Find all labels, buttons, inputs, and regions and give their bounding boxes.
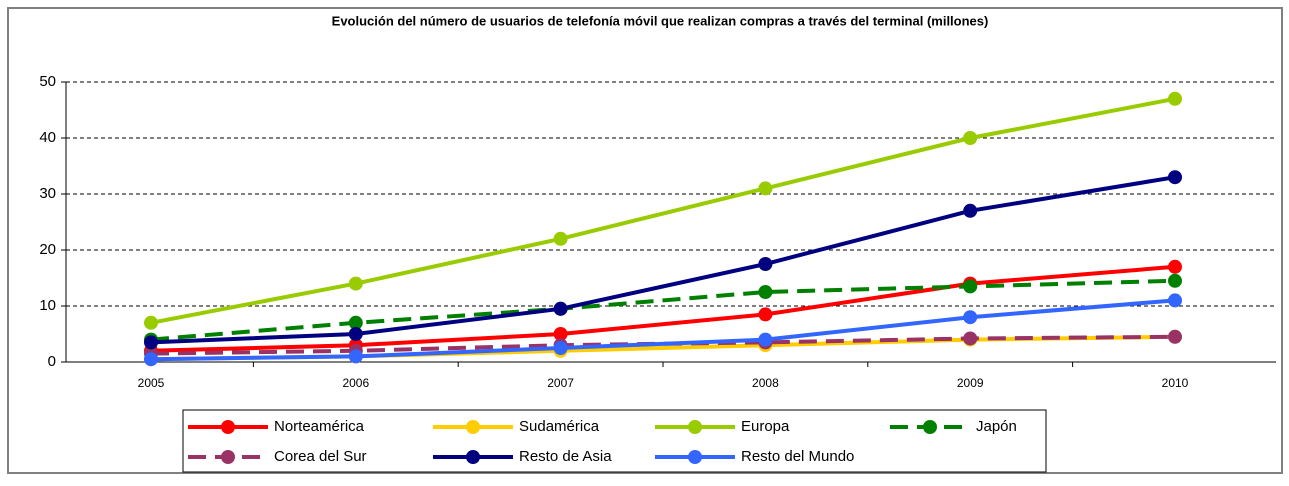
chart-frame: [7, 7, 1283, 474]
legend-label: Japón: [976, 418, 1017, 435]
series-line: [150, 298, 1176, 362]
data-point: [1168, 293, 1182, 308]
legend-label: Corea del Sur: [274, 448, 367, 465]
data-point: [1168, 91, 1182, 106]
data-point: [963, 279, 978, 294]
legend-marker: [923, 420, 937, 434]
legend-marker: [466, 420, 480, 434]
x-tick-label: 2006: [342, 376, 369, 390]
data-point: [758, 285, 773, 299]
data-point: [144, 352, 158, 367]
legend-label: Norteamérica: [274, 418, 365, 435]
x-tick-label: 2007: [547, 376, 574, 390]
x-tick-label: 2005: [138, 376, 165, 390]
series-line: [150, 334, 1176, 356]
x-tick-label: 2008: [752, 376, 779, 390]
series-line: [150, 264, 1176, 353]
legend-marker: [221, 420, 235, 434]
y-tick-label: 30: [39, 185, 56, 202]
data-point: [553, 301, 568, 316]
data-point: [963, 131, 978, 145]
series-line: [150, 96, 1176, 325]
data-point: [758, 307, 773, 322]
data-point: [758, 181, 773, 196]
legend-label: Europa: [741, 418, 790, 435]
data-point: [348, 315, 363, 330]
data-point: [1168, 170, 1182, 185]
y-tick-label: 10: [39, 297, 56, 314]
data-point: [1168, 259, 1182, 274]
data-point: [758, 257, 773, 271]
data-point: [553, 231, 568, 246]
series-line: [150, 175, 1176, 345]
series-line: [150, 278, 1176, 342]
data-point: [963, 310, 978, 325]
legend-label: Resto de Asia: [519, 448, 612, 465]
data-point: [963, 331, 978, 346]
data-point: [758, 332, 773, 347]
data-point: [144, 335, 158, 350]
data-point: [1168, 273, 1182, 288]
x-tick-label: 2010: [1162, 376, 1189, 390]
data-point: [144, 315, 158, 330]
legend-marker: [688, 450, 702, 464]
y-tick-label: 50: [39, 73, 56, 90]
legend-box: [182, 409, 1047, 473]
legend-label: Resto del Mundo: [741, 448, 854, 465]
data-point: [348, 276, 363, 291]
y-tick-label: 20: [39, 241, 56, 258]
data-point: [348, 349, 363, 364]
legend-marker: [466, 450, 480, 464]
legend-label: Sudamérica: [519, 418, 600, 435]
data-point: [1168, 329, 1182, 344]
data-point: [348, 327, 363, 341]
y-tick-label: 0: [48, 353, 56, 370]
legend-marker: [688, 420, 702, 434]
legend-marker: [221, 450, 235, 464]
x-tick-label: 2009: [957, 376, 984, 390]
chart-title: Evolución del número de usuarios de tele…: [332, 13, 989, 28]
data-point: [553, 341, 568, 355]
data-point: [553, 327, 568, 341]
y-tick-label: 40: [39, 129, 56, 146]
data-point: [963, 203, 978, 218]
